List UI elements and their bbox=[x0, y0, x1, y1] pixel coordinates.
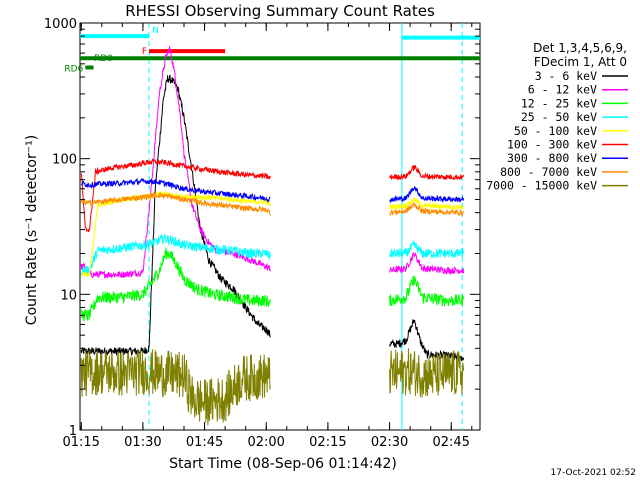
legend-label: 7000 - 15000 keV bbox=[486, 179, 597, 193]
series-line-second bbox=[389, 348, 465, 398]
x-tick-label: 02:15 bbox=[309, 435, 346, 450]
series-line-second bbox=[389, 164, 465, 181]
x-tick-label: 01:45 bbox=[186, 435, 223, 450]
series-3-6-kev bbox=[80, 74, 465, 362]
flags-layer: N F RD0 RD6 bbox=[64, 23, 480, 430]
legend-label: 50 - 100 keV bbox=[514, 124, 597, 138]
series-line-main bbox=[80, 74, 271, 357]
legend-label: 6 - 12 keV bbox=[528, 83, 597, 97]
legend-label: 12 - 25 keV bbox=[521, 96, 597, 110]
legend-label: 3 - 6 keV bbox=[535, 69, 597, 83]
series-50-100-kev bbox=[80, 190, 465, 277]
series-12-25-kev bbox=[80, 247, 465, 322]
series-100-300-kev bbox=[80, 158, 465, 233]
legend-title-line: Det 1,3,4,5,6,9, bbox=[533, 41, 627, 55]
series-7000-15000-kev bbox=[80, 348, 465, 426]
series-line-main bbox=[80, 191, 271, 216]
chart-title: RHESSI Observing Summary Count Rates bbox=[125, 2, 435, 20]
series-line-second bbox=[389, 196, 465, 211]
y-tick-label: 10 bbox=[60, 288, 77, 303]
plot-frame bbox=[79, 22, 481, 431]
x-tick-label: 01:15 bbox=[62, 435, 99, 450]
series-line-second bbox=[389, 186, 465, 204]
legend-label: 300 - 800 keV bbox=[507, 151, 597, 165]
x-tick-label: 02:45 bbox=[432, 435, 469, 450]
series-300-800-kev bbox=[80, 177, 465, 204]
flag-label-rd6: RD6 bbox=[64, 64, 83, 74]
y-tick-label: 1000 bbox=[44, 17, 77, 32]
timestamp: 17-Oct-2021 02:52 bbox=[551, 468, 636, 478]
x-tick-label: 02:00 bbox=[247, 435, 284, 450]
legend: Det 1,3,4,5,6,9,FDecim 1, Att 03 - 6 keV… bbox=[486, 41, 628, 193]
y-tick-label: 1 bbox=[69, 424, 77, 439]
legend-title-line: FDecim 1, Att 0 bbox=[534, 55, 627, 69]
legend-label: 800 - 7000 keV bbox=[500, 165, 597, 179]
flag-label-n: N bbox=[152, 26, 159, 36]
series-25-50-kev bbox=[80, 233, 465, 277]
series-line-second bbox=[389, 275, 465, 307]
series-800-7000-kev bbox=[80, 191, 465, 218]
axes-layer: 01:15 01:30 01:45 02:00 02:15 02:30 02:45 1 10 10… bbox=[44, 17, 480, 450]
series-line-main bbox=[80, 190, 271, 277]
legend-label: 25 - 50 keV bbox=[521, 110, 597, 124]
series-line-main bbox=[80, 247, 271, 322]
y-axis-label: Count Rate (s⁻¹ detector⁻¹) bbox=[24, 135, 40, 325]
flag-label-f: F bbox=[142, 47, 147, 57]
legend-label: 100 - 300 keV bbox=[507, 138, 597, 152]
x-tick-label: 01:30 bbox=[124, 435, 161, 450]
series-line-second bbox=[389, 201, 465, 218]
x-tick-label: 02:30 bbox=[371, 435, 408, 450]
flag-label-rd0: RD0 bbox=[94, 54, 113, 64]
series-layer bbox=[80, 46, 465, 426]
x-axis-label: Start Time (08-Sep-06 01:14:42) bbox=[169, 456, 397, 472]
series-line-main bbox=[80, 177, 271, 203]
y-tick-label: 100 bbox=[52, 153, 77, 168]
series-line-main bbox=[80, 233, 271, 277]
series-line-second bbox=[389, 319, 465, 362]
series-line-second bbox=[389, 252, 465, 276]
series-line-second bbox=[389, 241, 465, 259]
series-line-main bbox=[80, 349, 271, 426]
series-line-main bbox=[80, 158, 271, 233]
